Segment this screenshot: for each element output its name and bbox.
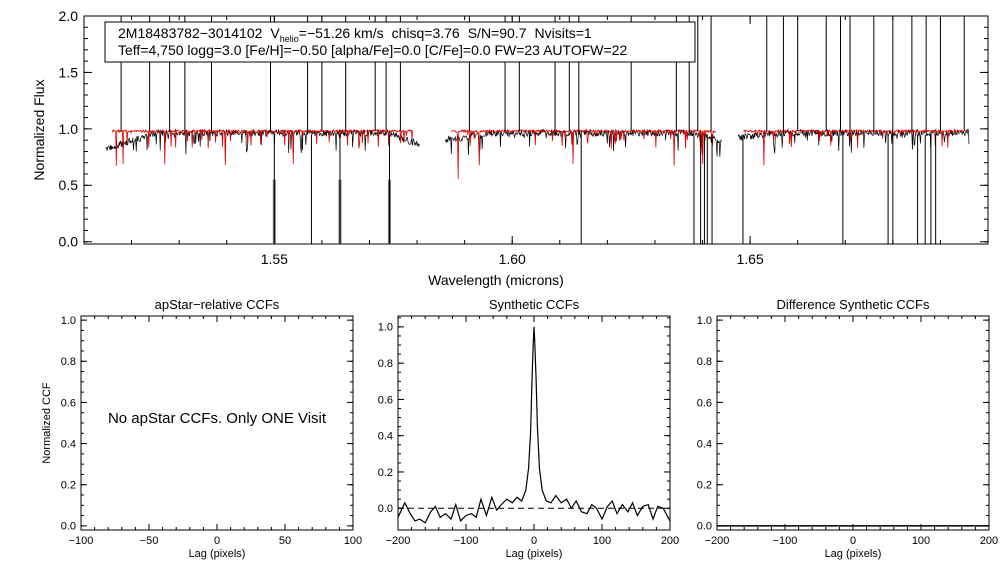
y-tick-label: 0.6	[697, 397, 712, 409]
plot-frame	[397, 315, 671, 531]
x-tick-label: 100	[912, 535, 930, 547]
synthetic-ccf-line	[397, 326, 671, 524]
y-tick-label: 0.8	[697, 356, 712, 368]
y-tick-label: 1.0	[697, 315, 712, 327]
difference-ccf-plot: −200 −100 0 100 200 0.0 0.2 0.4 0.6 0.8 1.0 Differe…	[697, 297, 998, 560]
x-tick-label: 200	[661, 535, 679, 547]
y-axis-label: Normalized Flux	[31, 79, 47, 180]
info-object: 2M18483782−3014102	[118, 25, 263, 41]
x-axis-label: Lag (pixels)	[189, 548, 246, 560]
info-box	[104, 21, 696, 63]
model-spectrum-segment	[450, 128, 717, 180]
no-ccf-annotation: No apStar CCFs. Only ONE Visit	[108, 410, 327, 427]
info-line-2: Teff=4,750 logg=3.0 [Fe/H]=−0.50 [alpha/…	[118, 42, 627, 58]
y-tick-label: 1.0	[59, 121, 79, 137]
y-axis-label: Normalized CCF	[41, 382, 53, 464]
info-nvisits: Nvisits=1	[534, 25, 591, 41]
y-tick-label: 1.0	[61, 315, 76, 327]
x-tick-label: 1.65	[736, 251, 763, 267]
synthetic-ccf-plot: −200 −100 0 100 200 0.0 0.2 0.4 0.6 0.8 1.0 Synthet…	[378, 297, 679, 560]
x-tick-label: −200	[705, 535, 730, 547]
x-tick-label: −100	[454, 535, 479, 547]
panel-title: apStar−relative CCFs	[155, 297, 280, 312]
y-tick-label: 0.5	[59, 177, 79, 193]
info-chisq: chisq=3.76	[392, 25, 460, 41]
panel-title: Difference Synthetic CCFs	[777, 297, 930, 312]
y-tick-label: 1.0	[378, 322, 393, 334]
y-tick-label: 0.4	[61, 438, 76, 450]
x-tick-label: 1.55	[261, 251, 288, 267]
y-tick-label: 0.2	[61, 480, 76, 492]
info-line-1: 2M18483782−3014102 Vhelio=−51.26 km/s chis…	[118, 25, 592, 44]
y-tick-label: 0.2	[378, 467, 393, 479]
y-tick-label: 0.6	[61, 397, 76, 409]
x-tick-label: 200	[980, 535, 998, 547]
y-tick-label: 0.0	[59, 234, 79, 250]
model-spectrum-segment	[743, 128, 965, 166]
info-v-sub: helio	[280, 34, 299, 44]
observed-spectrum-segment	[445, 128, 722, 157]
y-tick-label: 0.4	[697, 438, 712, 450]
x-tick-label: 0	[850, 535, 856, 547]
y-tick-label: 0.8	[61, 356, 76, 368]
info-sn: S/N=90.7	[468, 25, 527, 41]
y-tick-label: 0.6	[378, 394, 393, 406]
y-tick-label: 1.5	[59, 64, 79, 80]
x-tick-label: 0	[214, 535, 220, 547]
plot-frame	[716, 315, 990, 531]
x-tick-label: −100	[773, 535, 798, 547]
spectrum-plot: 1.55 1.60 1.65 0.0 0.5 1.0 1.5 2.0 2M18483782−30…	[31, 8, 989, 288]
x-tick-label: 50	[279, 535, 291, 547]
y-tick-label: 0.8	[378, 358, 393, 370]
y-tick-label: 0.0	[61, 521, 76, 533]
x-axis-label: Lag (pixels)	[506, 548, 563, 560]
y-tick-label: 0.2	[697, 480, 712, 492]
model-spectrum-segment	[111, 128, 413, 166]
info-v-value: =−51.26 km/s	[299, 25, 384, 41]
y-tick-label: 2.0	[59, 8, 79, 24]
x-tick-label: 100	[344, 535, 362, 547]
panel-title: Synthetic CCFs	[489, 297, 580, 312]
y-tick-label: 0.4	[378, 431, 393, 443]
apstar-ccf-plot: −100 −50 0 50 100 0.0 0.2 0.4 0.6 0.8 1.0 apStar−re…	[41, 297, 362, 560]
plot-frame	[83, 15, 989, 245]
x-tick-label: −100	[69, 535, 94, 547]
x-axis-label: Wavelength (microns)	[428, 272, 564, 288]
x-tick-label: 100	[593, 535, 611, 547]
x-tick-label: 0	[531, 535, 537, 547]
x-tick-label: 1.60	[499, 251, 526, 267]
x-tick-label: −200	[386, 535, 411, 547]
y-tick-label: 0.0	[697, 521, 712, 533]
observed-spectrum-segment	[105, 128, 420, 155]
x-axis-label: Lag (pixels)	[825, 548, 882, 560]
x-tick-label: −50	[140, 535, 159, 547]
info-v-prefix: V	[270, 25, 280, 41]
y-tick-label: 0.0	[378, 503, 393, 515]
